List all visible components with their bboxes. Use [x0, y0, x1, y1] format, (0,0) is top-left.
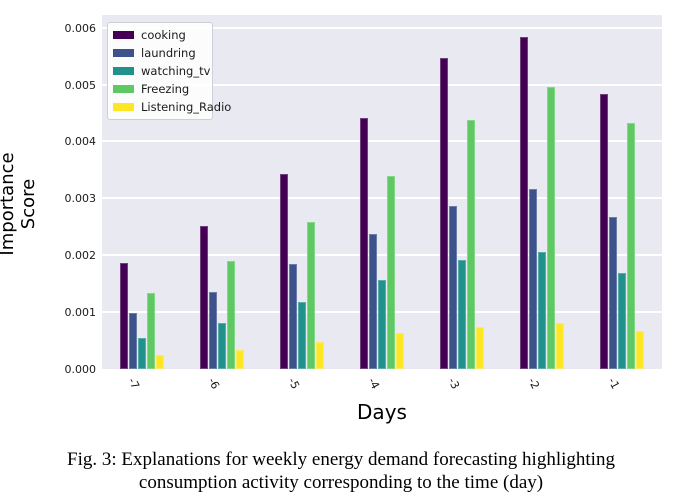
bar-Freezing-day-5	[307, 222, 315, 369]
bar-laundring-day-2	[529, 188, 537, 369]
legend-swatch-icon	[113, 31, 134, 39]
gridline	[102, 197, 662, 200]
bar-Listening_Radio-day-3	[476, 327, 484, 369]
legend-item-cooking: cooking	[113, 28, 204, 42]
bar-laundring-day-5	[289, 263, 297, 369]
bar-Freezing-day-3	[467, 120, 475, 369]
bar-Listening_Radio-day-4	[396, 333, 404, 369]
x-tick-label: -7	[125, 375, 143, 392]
bar-Freezing-day-6	[227, 261, 235, 369]
bar-Listening_Radio-day-5	[316, 342, 324, 369]
bar-laundring-day-4	[369, 233, 377, 369]
legend-label: Freezing	[141, 82, 190, 96]
legend-item-laundring: laundring	[113, 46, 204, 60]
x-axis-label: Days	[357, 400, 407, 424]
y-axis-label: Importance Score	[0, 152, 39, 256]
y-tick-label: 0.000	[64, 363, 97, 376]
bar-Listening_Radio-day-6	[236, 350, 244, 369]
caption-line-1: Fig. 3: Explanations for weekly energy d…	[67, 449, 615, 470]
y-tick-label: 0.004	[64, 135, 97, 149]
bar-watching_tv-day-6	[218, 322, 226, 369]
x-tick-label: -5	[285, 375, 303, 392]
y-tick-label: 0.006	[64, 21, 97, 35]
gridline	[102, 140, 662, 143]
legend-swatch-icon	[113, 49, 134, 57]
legend-label: cooking	[141, 28, 186, 42]
x-tick-label: -1	[605, 375, 623, 392]
legend-swatch-icon	[113, 103, 134, 111]
bar-Listening_Radio-day-2	[556, 322, 564, 369]
bar-watching_tv-day-5	[298, 302, 306, 369]
x-tick-label: -4	[365, 375, 383, 392]
bar-Listening_Radio-day-7	[156, 354, 164, 369]
bar-Freezing-day-7	[147, 292, 155, 369]
bar-watching_tv-day-3	[458, 260, 466, 369]
legend-item-Freezing: Freezing	[113, 82, 204, 96]
bar-cooking-day-1	[600, 94, 608, 369]
chart-legend: cooking laundring watching_tv Freezing Liste…	[107, 22, 231, 120]
x-tick-label: -2	[525, 375, 543, 392]
bar-watching_tv-day-2	[538, 251, 546, 369]
legend-item-watching_tv: watching_tv	[113, 64, 210, 78]
bar-chart: Importance Score 0.000 0.001 0.002 0.003 0.0…	[0, 15, 662, 424]
legend-swatch-icon	[113, 67, 134, 75]
bar-Freezing-day-4	[387, 176, 395, 369]
plot-area	[102, 15, 662, 369]
legend-label: laundring	[141, 46, 196, 60]
legend-item-Listening_Radio: Listening_Radio	[113, 100, 231, 114]
bar-cooking-day-2	[520, 36, 528, 369]
bar-cooking-day-5	[280, 174, 288, 369]
bar-Listening_Radio-day-1	[636, 331, 644, 369]
bar-laundring-day-3	[449, 205, 457, 369]
legend-label: Listening_Radio	[141, 100, 232, 114]
bar-laundring-day-1	[609, 217, 617, 369]
caption-line-2: consumption activity corresponding to th…	[138, 472, 544, 493]
y-tick-label: 0.001	[64, 306, 97, 320]
legend-label: watching_tv	[141, 64, 211, 78]
bar-laundring-day-6	[209, 292, 217, 369]
bar-laundring-day-7	[129, 313, 137, 369]
bar-cooking-day-3	[440, 57, 448, 369]
bar-watching_tv-day-7	[138, 338, 146, 369]
bar-cooking-day-6	[200, 225, 208, 369]
bar-watching_tv-day-4	[378, 279, 386, 369]
bar-watching_tv-day-1	[618, 272, 626, 369]
gridline	[102, 83, 662, 86]
x-tick-label: -3	[445, 375, 463, 392]
y-tick-label: 0.005	[64, 78, 97, 92]
bar-Freezing-day-2	[547, 87, 555, 369]
gridline	[102, 254, 662, 257]
y-tick-label: 0.002	[64, 249, 97, 263]
x-tick-label: -6	[205, 375, 223, 392]
bar-Freezing-day-1	[627, 122, 635, 369]
gridline	[102, 26, 662, 29]
bar-cooking-day-7	[120, 263, 128, 369]
figure-caption: Fig. 3: Explanations for weekly energy d…	[0, 448, 682, 494]
legend-swatch-icon	[113, 85, 134, 93]
bar-cooking-day-4	[360, 117, 368, 369]
y-tick-label: 0.003	[64, 192, 97, 206]
